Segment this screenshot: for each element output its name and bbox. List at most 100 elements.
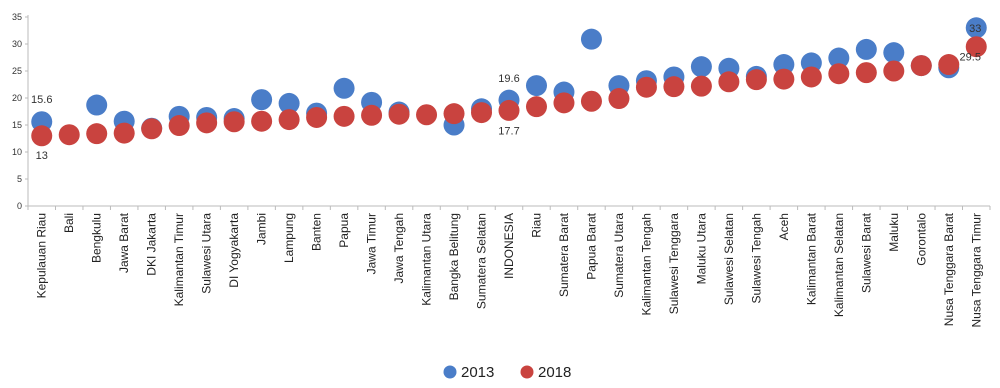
- data-label: 13: [36, 150, 48, 162]
- point-2018: [196, 112, 218, 134]
- point-2018: [361, 104, 383, 126]
- x-tick-label: Jawa Tengah: [392, 213, 406, 284]
- point-2018: [608, 88, 630, 110]
- point-2018: [663, 76, 685, 98]
- point-2018: [938, 54, 960, 76]
- x-tick-label: Riau: [529, 213, 543, 238]
- data-label: 33: [969, 23, 981, 35]
- legend-label-2013: 2013: [461, 364, 494, 381]
- point-2018: [855, 62, 877, 84]
- point-2018: [718, 71, 740, 93]
- x-tick-label: Lampung: [282, 213, 296, 263]
- point-2018: [553, 92, 575, 114]
- point-2013: [525, 75, 547, 97]
- point-2018: [278, 109, 300, 131]
- point-2018: [306, 106, 328, 128]
- point-2013: [965, 17, 987, 39]
- x-tick-label: Banten: [310, 213, 324, 251]
- point-2018: [525, 96, 547, 118]
- y-tick-label: 20: [12, 93, 22, 103]
- point-2018: [223, 111, 245, 133]
- point-2013: [855, 38, 877, 60]
- x-tick-label: Jambi: [255, 213, 269, 245]
- x-tick-label: Sumatera Utara: [612, 213, 626, 298]
- x-tick-label: Sumatera Barat: [557, 212, 571, 297]
- point-2018: [113, 122, 135, 144]
- x-tick-label: Papua Barat: [584, 212, 598, 279]
- x-tick-label: Kalimantan Timur: [172, 213, 186, 306]
- y-tick-label: 5: [17, 174, 22, 184]
- x-tick-label: Kalimantan Barat: [804, 212, 818, 305]
- x-tick-label: Sulawesi Utara: [200, 213, 214, 294]
- y-tick-label: 15: [12, 120, 22, 130]
- x-tick-label: Jawa Timur: [365, 213, 379, 274]
- point-2018: [498, 99, 520, 121]
- point-2018: [86, 123, 108, 145]
- point-2018: [31, 125, 53, 147]
- x-tick-label: Sulawesi Barat: [859, 212, 873, 293]
- x-tick-label: Sulawesi Tengah: [749, 213, 763, 304]
- point-2018: [416, 104, 438, 126]
- point-2018: [471, 102, 493, 124]
- x-tick-label: Kalimantan Tengah: [639, 213, 653, 316]
- x-tick-label: Papua: [337, 213, 351, 248]
- point-2018: [690, 75, 712, 97]
- legend-marker-2018: [520, 365, 534, 379]
- point-2013: [883, 42, 905, 64]
- point-2018: [883, 60, 905, 82]
- point-2013: [690, 56, 712, 78]
- x-tick-label: Nusa Tenggara Barat: [942, 212, 956, 326]
- point-2013: [278, 92, 300, 114]
- x-tick-label: Kalimantan Utara: [420, 213, 434, 306]
- point-2018: [828, 63, 850, 85]
- point-2018: [635, 76, 657, 98]
- point-2013: [828, 47, 850, 69]
- legend-label-2018: 2018: [538, 364, 571, 381]
- data-label: 19.6: [498, 73, 519, 85]
- x-tick-label: Jawa Barat: [117, 212, 131, 273]
- y-tick-label: 25: [12, 66, 22, 76]
- x-tick-label: Sulawesi Selatan: [722, 213, 736, 305]
- point-2018: [443, 103, 465, 125]
- data-label: 15.6: [31, 94, 52, 106]
- x-tick-label: DKI Jakarta: [145, 213, 159, 276]
- x-tick-label: DI Yogyakarta: [227, 213, 241, 288]
- x-tick-label: Maluku Utara: [694, 213, 708, 285]
- y-tick-label: 35: [12, 12, 22, 22]
- point-2018: [141, 118, 163, 140]
- x-tick-label: Sulawesi Tenggara: [667, 213, 681, 315]
- point-2018: [388, 103, 410, 125]
- point-2013: [773, 54, 795, 76]
- data-label: 29.5: [960, 52, 981, 64]
- point-2018: [168, 115, 190, 137]
- x-tick-label: Gorontalo: [914, 213, 928, 266]
- point-2018: [800, 66, 822, 88]
- x-tick-label: Sumatera Selatan: [475, 213, 489, 309]
- x-tick-label: Aceh: [777, 213, 791, 240]
- y-tick-label: 10: [12, 147, 22, 157]
- point-2018: [333, 105, 355, 127]
- point-2018: [580, 90, 602, 112]
- y-tick-label: 30: [12, 39, 22, 49]
- point-2018: [251, 110, 273, 132]
- x-tick-label: Bangka Belitung: [447, 213, 461, 300]
- x-tick-label: INDONESIA: [502, 213, 516, 279]
- point-2018: [965, 36, 987, 58]
- data-label: 17.7: [498, 125, 519, 137]
- point-2018: [773, 68, 795, 90]
- x-tick-label: Bengkulu: [90, 213, 104, 263]
- y-tick-label: 0: [17, 201, 22, 211]
- point-2018: [58, 124, 80, 146]
- x-tick-label: Nusa Tenggara Timur: [969, 213, 983, 328]
- point-2013: [580, 28, 602, 50]
- x-tick-label: Kepulauan Riau: [35, 213, 49, 298]
- point-2018: [910, 55, 932, 77]
- point-2013: [251, 89, 273, 111]
- x-tick-label: Maluku: [887, 213, 901, 252]
- point-2013: [333, 77, 355, 99]
- point-2018: [745, 69, 767, 91]
- legend-marker-2013: [443, 365, 457, 379]
- x-tick-label: Bali: [62, 213, 76, 233]
